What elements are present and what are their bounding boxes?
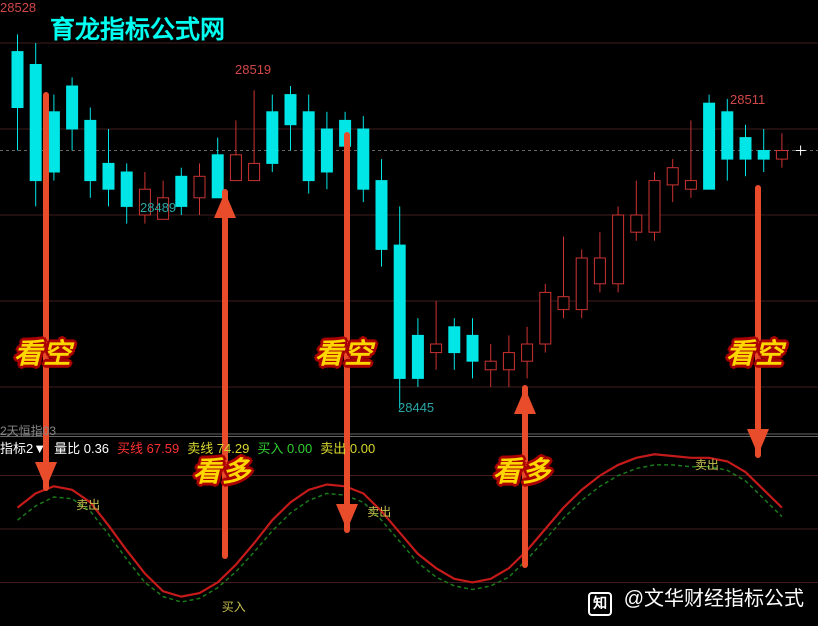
indicator-tag: 卖出 — [695, 456, 719, 473]
signal-label: 看空 — [726, 332, 784, 372]
indicator-readout-row[interactable]: 指标2▼量比 0.36买线 67.59卖线 74.29买入 0.00卖出 0.0… — [0, 438, 383, 457]
watermark: 知 @文华财经指标公式 — [588, 582, 804, 616]
signal-label: 看多 — [193, 450, 251, 490]
price-label: 28511 — [730, 92, 765, 107]
price-label: 28528 — [0, 0, 36, 15]
indicator-value: 买线 67.59 — [117, 441, 179, 456]
signal-label: 看空 — [315, 332, 373, 372]
indicator-tag: 卖出 — [76, 496, 100, 513]
price-label: 28489 — [140, 200, 176, 215]
price-label: 28445 — [398, 400, 434, 415]
signal-label: 看多 — [493, 450, 551, 490]
signal-label: 看空 — [14, 332, 72, 372]
indicator-value: 买入 0.00 — [257, 441, 312, 456]
indicator-value: 量比 0.36 — [54, 441, 109, 456]
price-label: 28519 — [235, 62, 271, 77]
site-title: 育龙指标公式网 — [50, 10, 225, 46]
watermark-text: @文华财经指标公式 — [624, 588, 804, 610]
indicator-tag: 卖出 — [367, 503, 391, 520]
indicator-selector[interactable]: 指标2▼ — [0, 441, 46, 456]
indicator-value: 卖出 0.00 — [320, 441, 375, 456]
chart-svg — [0, 0, 818, 626]
chart-root: { "canvas":{"w":818,"h":626,"bg":"#00000… — [0, 0, 818, 626]
zhihu-logo-icon: 知 — [588, 592, 612, 616]
indicator-tag: 买入 — [222, 598, 246, 615]
left-axis-marker: 2天恒指03 — [0, 422, 56, 439]
